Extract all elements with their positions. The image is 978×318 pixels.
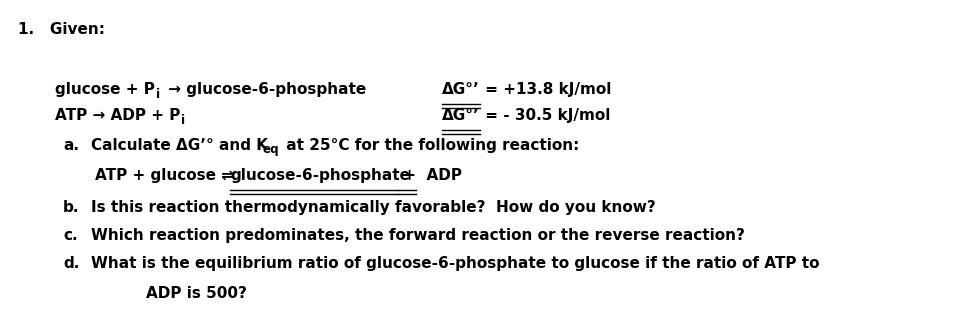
- Text: → glucose-6-phosphate: → glucose-6-phosphate: [162, 82, 366, 97]
- Text: b.: b.: [63, 200, 79, 215]
- Text: +: +: [398, 168, 416, 183]
- Text: ATP → ADP + P: ATP → ADP + P: [55, 108, 180, 123]
- Text: ADP is 500?: ADP is 500?: [146, 286, 246, 301]
- Text: i: i: [181, 114, 185, 127]
- Text: i: i: [156, 87, 160, 100]
- Text: c.: c.: [63, 228, 77, 243]
- Text: = - 30.5 kJ/mol: = - 30.5 kJ/mol: [479, 108, 609, 123]
- Text: a.: a.: [63, 138, 79, 153]
- Text: 1.   Given:: 1. Given:: [18, 22, 105, 37]
- Text: What is the equilibrium ratio of glucose-6-phosphate to glucose if the ratio of : What is the equilibrium ratio of glucose…: [91, 256, 819, 271]
- Text: Which reaction predominates, the forward reaction or the reverse reaction?: Which reaction predominates, the forward…: [91, 228, 744, 243]
- Text: glucose + P: glucose + P: [55, 82, 155, 97]
- Text: ADP: ADP: [416, 168, 462, 183]
- Text: ΔG°’: ΔG°’: [441, 108, 479, 123]
- Text: ΔG°’: ΔG°’: [441, 82, 479, 97]
- Text: at 25°C for the following reaction:: at 25°C for the following reaction:: [282, 138, 579, 153]
- Text: d.: d.: [63, 256, 79, 271]
- Text: eq: eq: [262, 143, 279, 156]
- Text: ATP + glucose ⇌: ATP + glucose ⇌: [95, 168, 239, 183]
- Text: Is this reaction thermodynamically favorable?  How do you know?: Is this reaction thermodynamically favor…: [91, 200, 655, 215]
- Text: = +13.8 kJ/mol: = +13.8 kJ/mol: [479, 82, 610, 97]
- Text: glucose-6-phosphate: glucose-6-phosphate: [230, 168, 410, 183]
- Text: Calculate ΔG’° and K: Calculate ΔG’° and K: [91, 138, 268, 153]
